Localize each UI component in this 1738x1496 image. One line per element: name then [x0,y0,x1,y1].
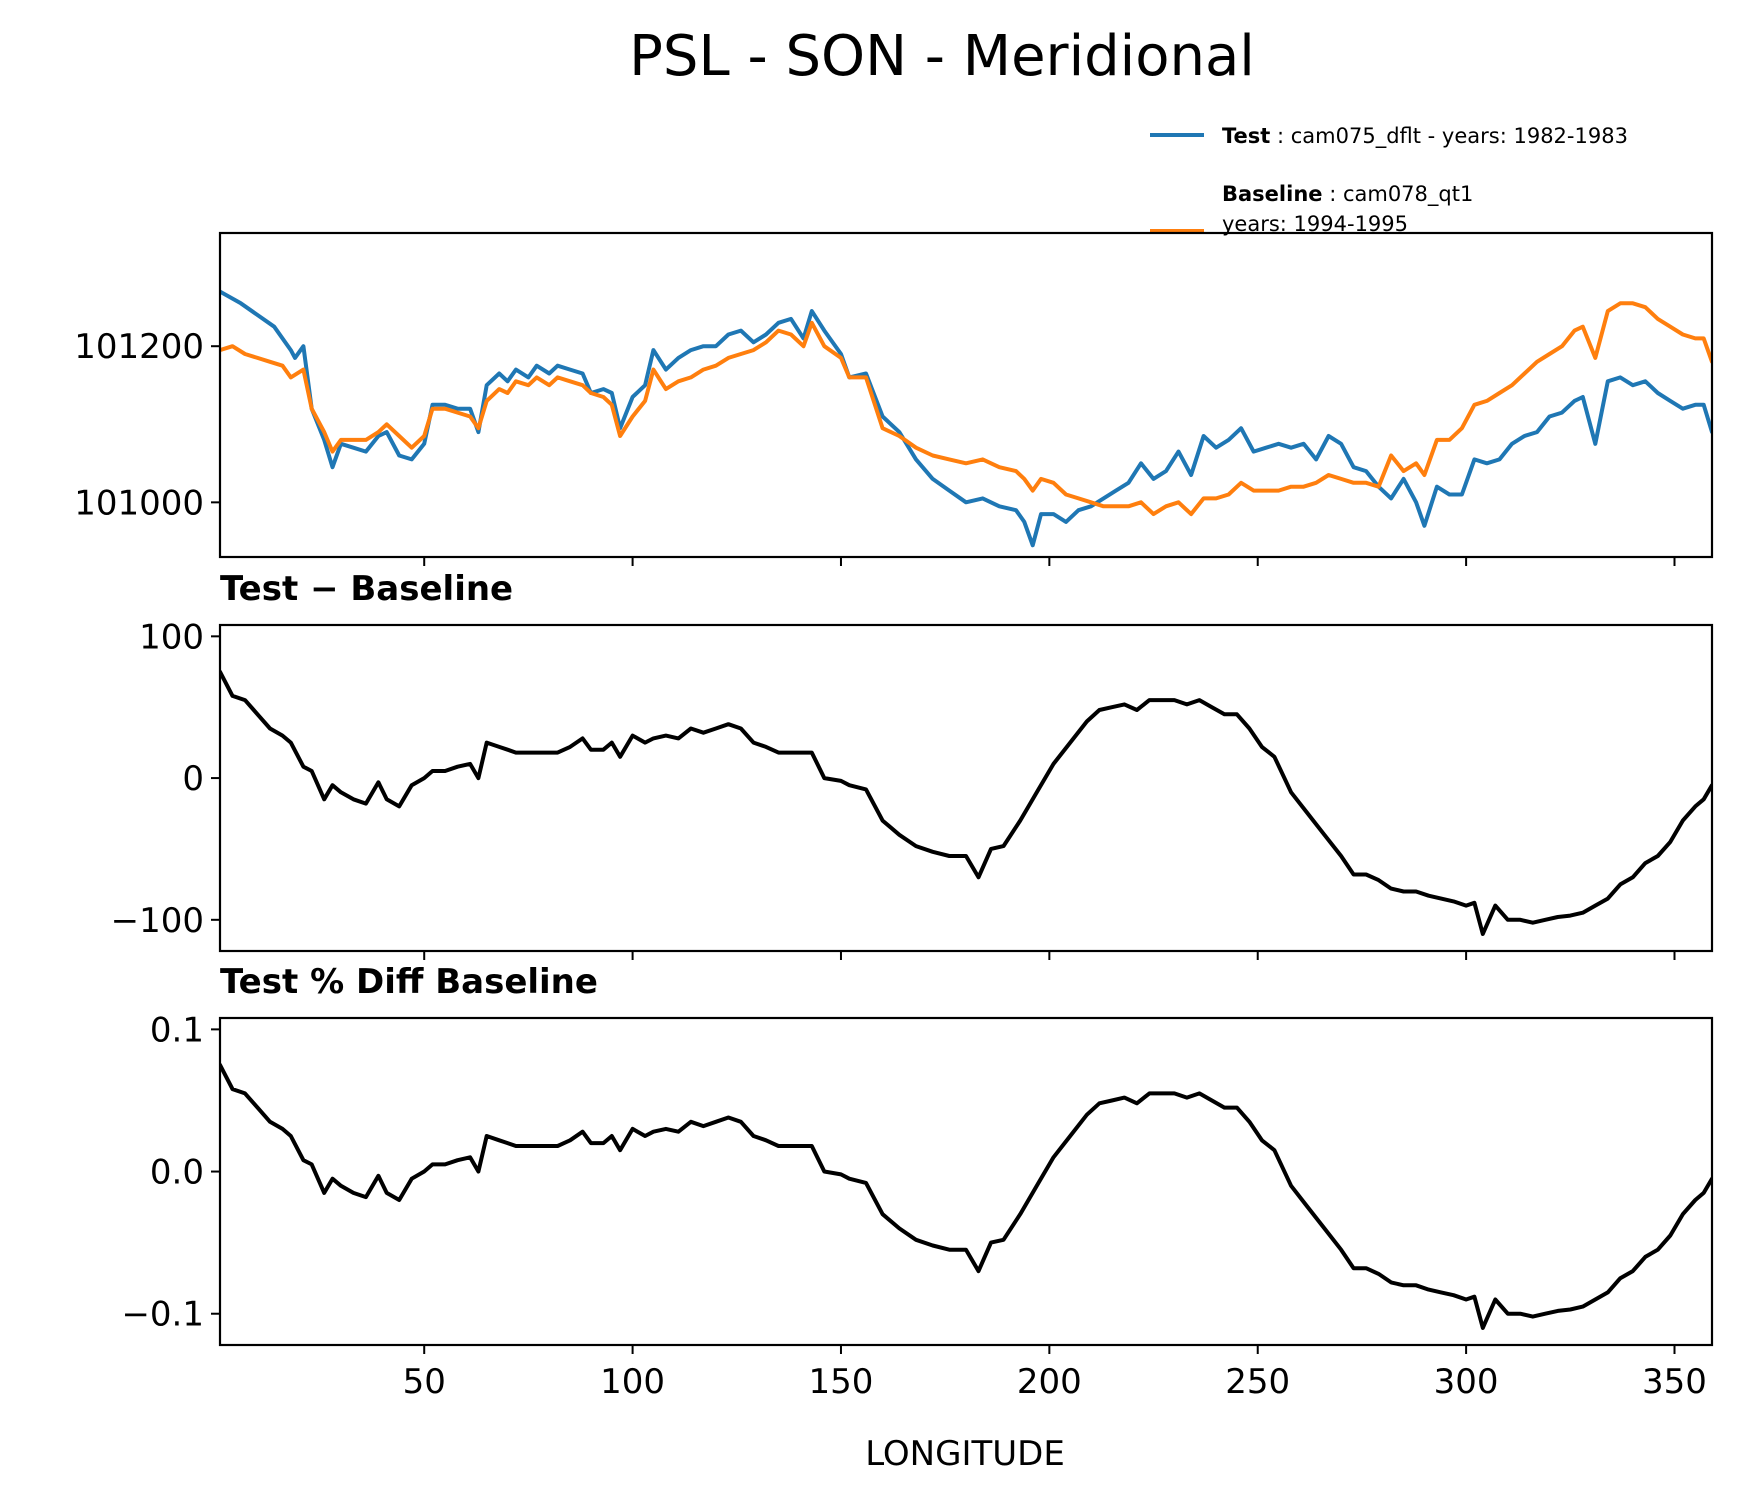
x-tick-label: 50 [403,1362,446,1402]
x-axis-label: LONGITUDE [865,1434,1065,1474]
y-tick-label: 0 [182,759,204,799]
legend-label-text: : cam078_qt1 [1323,182,1474,207]
y-tick-label: 100 [139,617,204,657]
legend: Test : cam075_dflt - years: 1982-1983 Bas… [1150,124,1628,236]
legend-label-test: Test : cam075_dflt - years: 1982-1983 [1222,124,1628,149]
x-tick-label: 150 [809,1362,874,1402]
series-line-baseline [220,301,1712,517]
panel-title: Test − Baseline [220,569,513,609]
panel-title: Test % Diff Baseline [220,962,598,1002]
plot-frame [218,231,1714,559]
series-line-test [220,289,1712,548]
panel-difference: −100 0 100 Test − Baseline [111,569,1714,960]
series-line-test-diff-baseline [220,1062,1712,1330]
x-tick-label: 200 [1017,1362,1082,1402]
plot-frame [218,1016,1714,1347]
y-tick-label: −100 [111,901,204,941]
legend-label-bold: Test [1222,124,1270,148]
legend-label-bold: Baseline [1222,182,1323,206]
panel-main: 101000 101200 [74,231,1714,566]
y-tick-label: −0.1 [121,1295,204,1335]
chart-title: PSL - SON - Meridional [629,24,1255,89]
x-tick-label: 100 [600,1362,665,1402]
y-tick-label: 0.1 [150,1010,204,1050]
y-tick-label: 101000 [74,483,204,523]
x-tick-label: 300 [1434,1362,1499,1402]
legend-label-text: : cam075_dflt - years: 1982-1983 [1270,124,1628,149]
legend-label-baseline: Baseline : cam078_qt1 [1222,182,1473,207]
x-tick-label: 250 [1225,1362,1290,1402]
plot-frame [218,623,1714,953]
panel-percent-difference: −0.1 0.0 0.1 50 100 150 200 250 300 350 Test % Dif… [121,962,1714,1402]
series-line-test-baseline [220,669,1712,936]
y-tick-label: 101200 [74,327,204,367]
x-tick-label: 350 [1642,1362,1707,1402]
y-tick-label: 0.0 [150,1153,204,1193]
